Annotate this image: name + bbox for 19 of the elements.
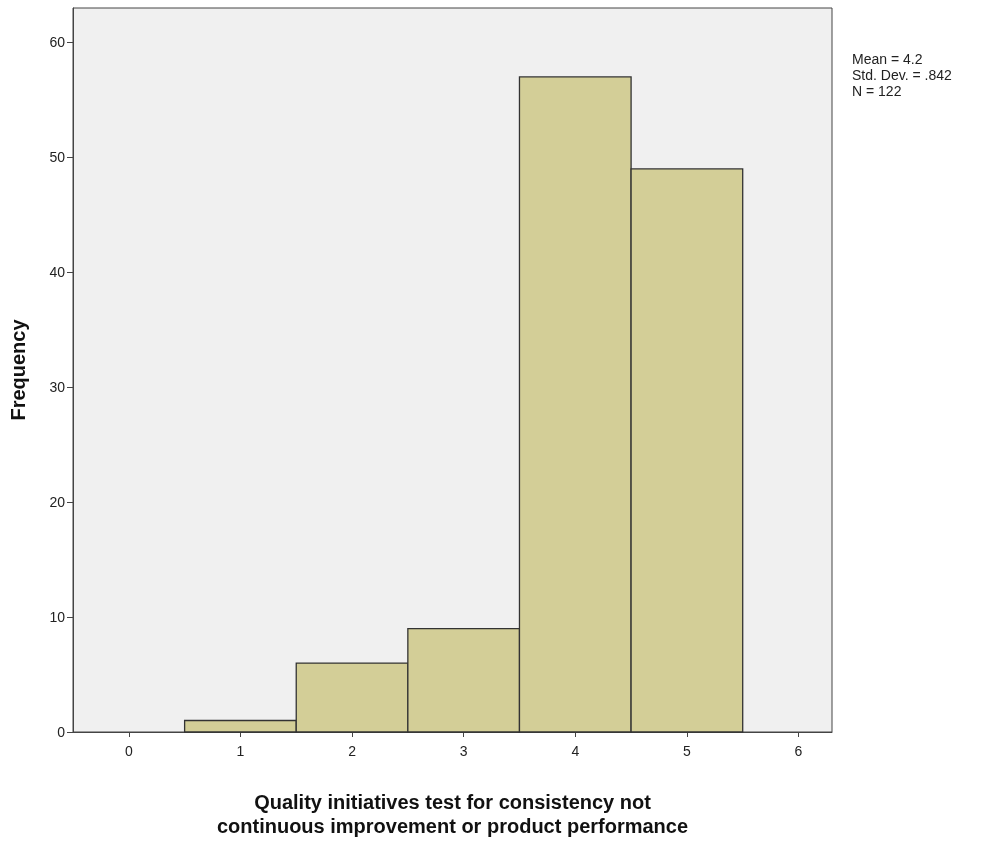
y-tick-label: 10 — [49, 609, 66, 626]
x-tick-label: 3 — [459, 743, 468, 759]
x-axis-title: Quality initiatives test for consistency not continuous improvement or product performance — [216, 791, 689, 837]
text: Mean = 4.2 — [852, 51, 923, 67]
x-tick-label: 4 — [571, 743, 580, 759]
text: Std. Dev. = .842 — [852, 67, 952, 83]
y-tick-label: 40 — [49, 264, 66, 281]
x-tick-label: 5 — [683, 743, 691, 759]
y-tick-label: 60 — [49, 34, 66, 51]
x-tick-label: 2 — [348, 743, 357, 759]
y-tick-label: 20 — [49, 494, 66, 511]
x-tick-label: 6 — [794, 743, 803, 759]
y-tick-label: 50 — [49, 149, 66, 166]
x-tick-label: 1 — [236, 743, 245, 759]
text: N = 122 — [852, 83, 902, 99]
y-tick-label: 0 — [57, 724, 66, 740]
y-tick-label: 30 — [49, 379, 66, 396]
x-tick-label: 0 — [124, 743, 133, 759]
y-axis-title: Frequency — [7, 318, 29, 421]
